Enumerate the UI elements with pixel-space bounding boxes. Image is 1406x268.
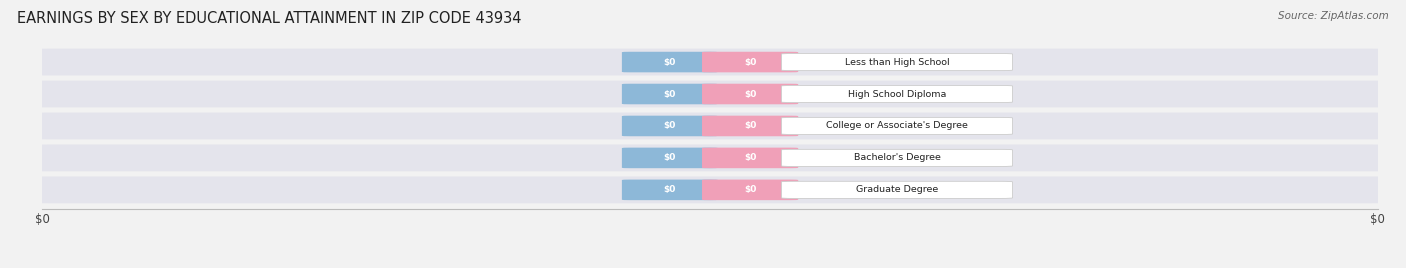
Text: $0: $0 (744, 58, 756, 66)
FancyBboxPatch shape (702, 84, 799, 104)
Text: $0: $0 (664, 58, 676, 66)
Text: Graduate Degree: Graduate Degree (856, 185, 938, 194)
FancyBboxPatch shape (621, 84, 718, 104)
FancyBboxPatch shape (621, 148, 718, 168)
FancyBboxPatch shape (782, 54, 1012, 70)
Text: $0: $0 (744, 121, 756, 131)
Text: $0: $0 (744, 153, 756, 162)
Text: $0: $0 (664, 90, 676, 99)
Text: $0: $0 (744, 90, 756, 99)
FancyBboxPatch shape (702, 116, 799, 136)
FancyBboxPatch shape (15, 49, 1405, 76)
FancyBboxPatch shape (782, 181, 1012, 198)
FancyBboxPatch shape (702, 52, 799, 72)
FancyBboxPatch shape (15, 113, 1405, 139)
FancyBboxPatch shape (621, 116, 718, 136)
Text: College or Associate's Degree: College or Associate's Degree (827, 121, 967, 131)
Legend: Male, Female: Male, Female (641, 267, 779, 268)
Text: $0: $0 (664, 121, 676, 131)
FancyBboxPatch shape (15, 176, 1405, 203)
Text: Source: ZipAtlas.com: Source: ZipAtlas.com (1278, 11, 1389, 21)
FancyBboxPatch shape (782, 117, 1012, 135)
FancyBboxPatch shape (15, 144, 1405, 171)
Text: Bachelor's Degree: Bachelor's Degree (853, 153, 941, 162)
FancyBboxPatch shape (782, 85, 1012, 103)
FancyBboxPatch shape (702, 148, 799, 168)
Text: Less than High School: Less than High School (845, 58, 949, 66)
FancyBboxPatch shape (782, 149, 1012, 166)
FancyBboxPatch shape (15, 81, 1405, 107)
Text: High School Diploma: High School Diploma (848, 90, 946, 99)
Text: $0: $0 (664, 153, 676, 162)
FancyBboxPatch shape (702, 180, 799, 200)
Text: $0: $0 (664, 185, 676, 194)
FancyBboxPatch shape (621, 180, 718, 200)
Text: EARNINGS BY SEX BY EDUCATIONAL ATTAINMENT IN ZIP CODE 43934: EARNINGS BY SEX BY EDUCATIONAL ATTAINMEN… (17, 11, 522, 26)
FancyBboxPatch shape (621, 52, 718, 72)
Text: $0: $0 (744, 185, 756, 194)
